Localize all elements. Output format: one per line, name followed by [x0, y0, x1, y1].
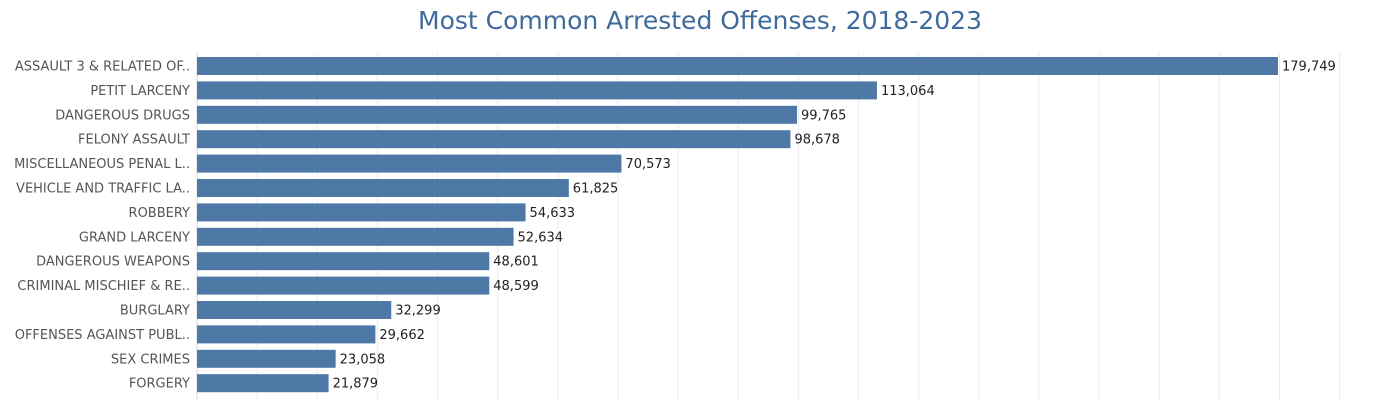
- category-label: FELONY ASSAULT: [78, 133, 190, 148]
- bar[interactable]: [197, 227, 514, 246]
- category-label: DANGEROUS WEAPONS: [36, 255, 190, 270]
- bar[interactable]: [197, 57, 1278, 75]
- value-label: 32,299: [395, 304, 441, 319]
- bar[interactable]: [197, 325, 376, 344]
- bar[interactable]: [197, 349, 336, 368]
- bar[interactable]: [197, 252, 490, 271]
- value-labels: 179,749 113,064 99,765 98,678 70,573 61,825 54…: [333, 60, 1336, 392]
- category-label: SEX CRIMES: [111, 352, 190, 367]
- category-label: BURGLARY: [120, 304, 190, 319]
- category-label: DANGEROUS DRUGS: [55, 108, 190, 123]
- category-labels: ASSAULT 3 & RELATED OF.. PETIT LARCENY DAN…: [14, 60, 190, 392]
- category-label: GRAND LARCENY: [79, 230, 190, 245]
- category-label: VEHICLE AND TRAFFIC LA..: [16, 182, 190, 197]
- value-label: 23,058: [340, 352, 386, 367]
- value-label: 113,064: [881, 84, 935, 99]
- value-label: 52,634: [518, 230, 564, 245]
- value-label: 61,825: [573, 182, 619, 197]
- category-label: ASSAULT 3 & RELATED OF..: [15, 60, 190, 75]
- bar[interactable]: [197, 374, 329, 393]
- value-label: 48,599: [493, 279, 539, 294]
- value-label: 54,633: [530, 206, 576, 221]
- value-label: 99,765: [801, 108, 847, 123]
- value-label: 21,879: [333, 377, 379, 392]
- bar[interactable]: [197, 130, 791, 149]
- gridlines: [196, 53, 1341, 400]
- bar[interactable]: [197, 203, 526, 222]
- bar[interactable]: [197, 81, 877, 100]
- bar[interactable]: [197, 301, 392, 319]
- category-label: ROBBERY: [129, 206, 191, 221]
- value-label: 29,662: [379, 328, 425, 343]
- bar[interactable]: [197, 179, 569, 197]
- category-label: OFFENSES AGAINST PUBL..: [15, 328, 190, 343]
- bar[interactable]: [197, 276, 490, 295]
- bar[interactable]: [197, 105, 797, 124]
- value-label: 70,573: [625, 157, 671, 172]
- bars: [197, 57, 1278, 393]
- value-label: 98,678: [794, 133, 840, 148]
- category-label: FORGERY: [129, 377, 190, 392]
- value-label: 48,601: [493, 255, 539, 270]
- category-label: MISCELLANEOUS PENAL L..: [14, 157, 190, 172]
- chart-title: Most Common Arrested Offenses, 2018-2023: [418, 6, 982, 35]
- bar[interactable]: [197, 154, 622, 173]
- category-label: CRIMINAL MISCHIEF & RE..: [17, 279, 190, 294]
- category-label: PETIT LARCENY: [90, 84, 190, 99]
- value-label: 179,749: [1282, 60, 1336, 75]
